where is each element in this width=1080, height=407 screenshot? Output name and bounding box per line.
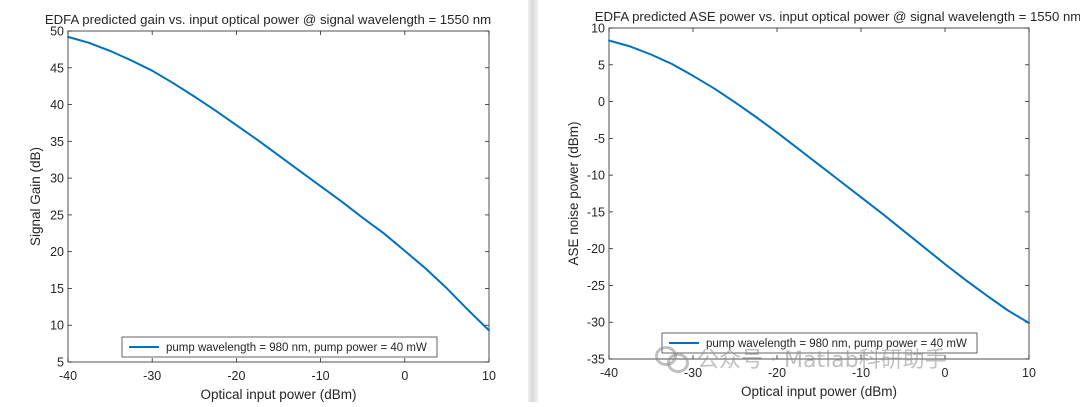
x-axis-label: Optical input power (dBm) xyxy=(741,384,897,399)
axes-box xyxy=(67,30,490,363)
chart-title: EDFA predicted gain vs. input optical po… xyxy=(45,12,491,27)
x-axis-label: Optical input power (dBm) xyxy=(200,387,356,402)
y-tick-label: -15 xyxy=(587,205,605,219)
x-tick-label: 0 xyxy=(401,369,408,383)
y-tick-label: 5 xyxy=(598,58,605,72)
left-figure-panel: EDFA predicted gain vs. input optical po… xyxy=(0,0,528,402)
y-tick-label: 50 xyxy=(50,25,64,39)
x-tick-label: 10 xyxy=(1022,366,1036,380)
x-tick-label: -30 xyxy=(684,366,702,380)
axes-box xyxy=(608,27,1030,360)
ase-chart: EDFA predicted ASE power vs. input optic… xyxy=(566,9,1080,399)
series-line-0 xyxy=(67,35,490,332)
legend-box xyxy=(661,332,978,354)
x-tick-label: -10 xyxy=(312,369,330,383)
y-tick-label: 30 xyxy=(50,172,64,186)
x-tick-label: -20 xyxy=(768,366,786,380)
y-tick-label: -5 xyxy=(594,132,605,146)
x-tick-label: 0 xyxy=(942,366,949,380)
y-axis-label: ASE noise power (dBm) xyxy=(566,121,581,265)
y-tick-label: 45 xyxy=(50,61,64,75)
y-tick-label: -25 xyxy=(587,279,605,293)
y-tick-label: -30 xyxy=(587,316,605,330)
gain-chart: EDFA predicted gain vs. input optical po… xyxy=(28,12,496,402)
x-tick-label: -40 xyxy=(600,366,618,380)
watermark: 公众号 · Matlab科研助手 xyxy=(655,340,947,376)
x-tick-label: -10 xyxy=(852,366,870,380)
x-tick-label: -40 xyxy=(59,369,77,383)
legend-label: pump wavelength = 980 nm, pump power = 4… xyxy=(166,342,427,354)
y-tick-label: 0 xyxy=(598,95,605,109)
y-tick-label: 35 xyxy=(50,135,64,149)
watermark-text: 公众号 · Matlab科研助手 xyxy=(697,348,947,373)
y-tick-label: 10 xyxy=(50,319,64,333)
right-figure-panel: EDFA predicted ASE power vs. input optic… xyxy=(538,0,1080,402)
series-line-0 xyxy=(608,39,1030,324)
legend-box xyxy=(121,336,438,358)
y-tick-label: -10 xyxy=(587,169,605,183)
chart-title: EDFA predicted ASE power vs. input optic… xyxy=(595,9,1080,24)
panel-divider xyxy=(528,0,538,402)
y-tick-label: 25 xyxy=(50,208,64,222)
y-tick-label: 20 xyxy=(50,245,64,259)
y-tick-label: 40 xyxy=(50,98,64,112)
legend: pump wavelength = 980 nm, pump power = 4… xyxy=(661,332,978,354)
y-tick-label: 5 xyxy=(57,356,64,370)
y-tick-label: 10 xyxy=(591,22,605,36)
legend-label: pump wavelength = 980 nm, pump power = 4… xyxy=(706,338,967,350)
legend: pump wavelength = 980 nm, pump power = 4… xyxy=(121,336,438,358)
wechat-icon xyxy=(655,344,691,373)
y-tick-label: -35 xyxy=(587,353,605,367)
y-axis-label: Signal Gain (dB) xyxy=(28,147,43,246)
x-tick-label: -20 xyxy=(227,369,245,383)
y-tick-label: -20 xyxy=(587,242,605,256)
x-tick-label: -30 xyxy=(143,369,161,383)
y-tick-label: 15 xyxy=(50,282,64,296)
x-tick-label: 10 xyxy=(482,369,496,383)
